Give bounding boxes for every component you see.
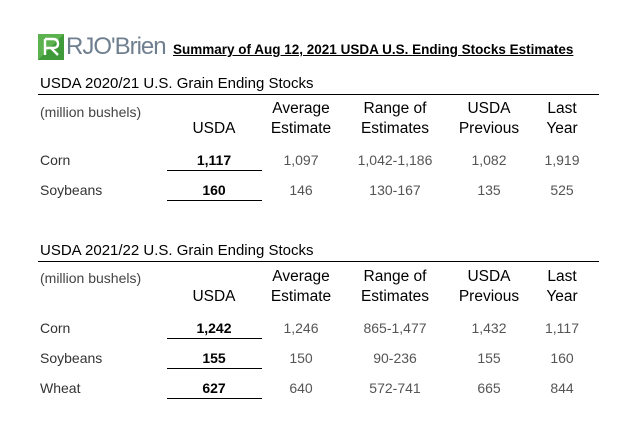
range-value: 90-236 [373, 350, 417, 366]
range-value: 572-741 [369, 380, 421, 396]
row-label: Soybeans [40, 182, 103, 198]
row-label: Corn [40, 320, 71, 336]
previous-value: 665 [477, 380, 501, 396]
units-label: (million bushels) [40, 270, 142, 286]
average-value: 1,246 [283, 320, 319, 336]
column-header-range: Range of Estimates [360, 100, 430, 137]
column-header-average: Average Estimate [270, 268, 332, 305]
usda-underline [167, 170, 262, 171]
column-header-usda: USDA [192, 120, 236, 137]
usda-underline [167, 338, 262, 339]
column-header-range: Range of Estimates [360, 268, 430, 305]
average-value: 146 [289, 182, 313, 198]
range-value: 130-167 [369, 182, 421, 198]
column-header-last-year: Last Year [546, 100, 578, 137]
last-year-value: 1,117 [545, 320, 579, 336]
range-value: 865-1,477 [363, 320, 427, 336]
logo-text: RJO'Brien [66, 33, 167, 60]
average-value: 640 [289, 380, 313, 396]
row-label: Wheat [40, 380, 81, 396]
column-header-usda: USDA [192, 288, 236, 305]
row-label: Soybeans [40, 350, 103, 366]
range-value: 1,042-1,186 [357, 152, 433, 168]
previous-value: 1,082 [471, 152, 507, 168]
usda-underline [167, 398, 262, 399]
last-year-value: 1,919 [544, 152, 580, 168]
section-divider [38, 94, 599, 95]
usda-underline [167, 368, 262, 369]
usda-value: 627 [202, 380, 226, 396]
last-year-value: 844 [550, 380, 574, 396]
last-year-value: 525 [550, 182, 574, 198]
column-header-last-year: Last Year [546, 268, 578, 305]
section-title-2021-22: USDA 2021/22 U.S. Grain Ending Stocks [40, 242, 314, 259]
average-value: 1,097 [283, 152, 319, 168]
usda-value: 155 [202, 350, 226, 366]
document-title: Summary of Aug 12, 2021 USDA U.S. Ending… [173, 42, 574, 57]
column-header-previous: USDA Previous [458, 100, 520, 137]
column-header-previous: USDA Previous [458, 268, 520, 305]
section-divider [38, 261, 599, 262]
units-label: (million bushels) [40, 104, 142, 120]
usda-underline [167, 200, 262, 201]
last-year-value: 160 [550, 350, 574, 366]
section-title-2020-21: USDA 2020/21 U.S. Grain Ending Stocks [40, 75, 314, 92]
row-label: Corn [40, 152, 71, 168]
average-value: 150 [289, 350, 313, 366]
previous-value: 155 [477, 350, 501, 366]
column-header-average: Average Estimate [270, 100, 332, 137]
usda-value: 1,117 [196, 152, 232, 168]
previous-value: 135 [477, 182, 501, 198]
previous-value: 1,432 [471, 320, 507, 336]
logo-mark-icon [38, 34, 64, 60]
usda-value: 160 [202, 182, 226, 198]
usda-value: 1,242 [196, 320, 232, 336]
